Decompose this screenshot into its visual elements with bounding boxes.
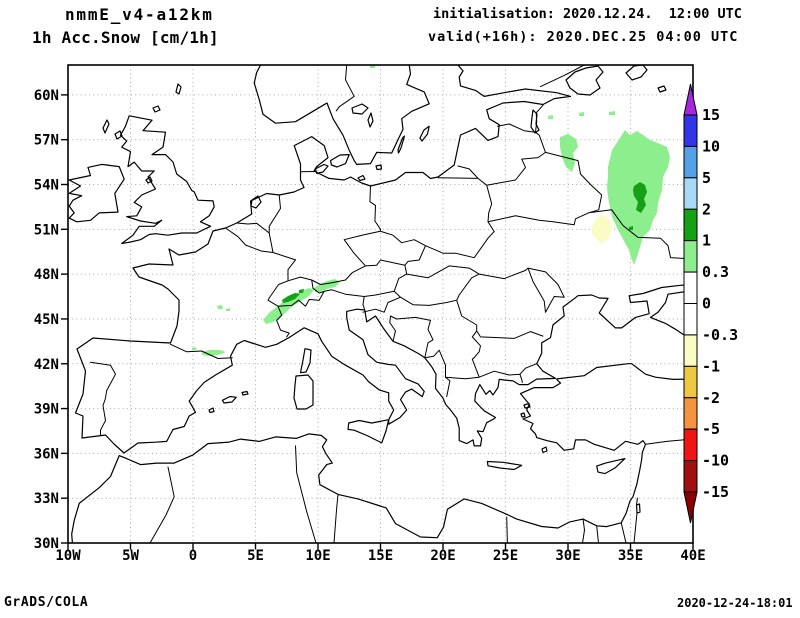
lat-tick-label: 54N: [34, 178, 59, 194]
colorbar-label: 1: [702, 232, 711, 250]
lon-tick-label: 0: [189, 548, 197, 564]
colorbar-segment: [683, 334, 698, 367]
colorbar-segment: [683, 208, 698, 242]
snow-shading: [192, 65, 670, 356]
lat-tick-label: 51N: [34, 222, 59, 238]
colorbar-segment: [683, 240, 698, 273]
colorbar-label: 0.3: [702, 263, 729, 281]
colorbar-label: 15: [702, 106, 720, 124]
lon-tick-label: 40E: [680, 548, 705, 564]
snow-patch-pyrenees: [202, 350, 226, 356]
colorbar-segment: [683, 271, 698, 305]
colorbar-label: 5: [702, 169, 711, 187]
colorbar-label: 0: [702, 295, 711, 313]
lon-tick-label: 5W: [122, 548, 139, 564]
snow-patch-massif-speck-1: [217, 305, 223, 309]
snow-patch-russia-core: [633, 182, 647, 213]
lon-tick-label: 5E: [247, 548, 264, 564]
lon-tick-label: 20E: [430, 548, 455, 564]
colorbar-label: -15: [702, 483, 729, 501]
snow-patch-alps-core: [282, 293, 300, 303]
lon-tick-label: 10E: [305, 548, 330, 564]
snow-patch-pyrenees-west-speck: [192, 347, 196, 350]
initialisation-time: initialisation: 2020.12.24. 12:00 UTC: [433, 6, 742, 22]
colorbar-segment: [683, 177, 698, 210]
colorbar-under-arrow: [683, 491, 698, 524]
colorbar-label: -1: [702, 357, 720, 375]
plot-title-line2: 1h Acc.Snow [cm/1h]: [32, 28, 219, 47]
snow-patch-ukraine-negative: [592, 215, 612, 243]
colorbar-segment: [683, 145, 698, 179]
colorbar-segment: [683, 397, 698, 430]
colorbar-over-arrow: [683, 83, 698, 116]
valid-time: valid(+16h): 2020.DEC.25 04:00 UTC: [428, 29, 739, 45]
lat-tick-label: 42N: [34, 357, 59, 373]
creation-timestamp: 2020-12-24-18:01: [677, 596, 793, 610]
lat-tick-label: 45N: [34, 312, 59, 328]
lat-tick-label: 48N: [34, 267, 59, 283]
colorbar-label: -2: [702, 389, 720, 407]
lat-tick-label: 39N: [34, 402, 59, 418]
snow-patch-massif-speck-2: [226, 308, 230, 311]
colorbar-label: -5: [702, 420, 720, 438]
plot-title-line1: nmmE_v4-a12km: [65, 5, 214, 24]
snow-patch-russia-core-speck: [629, 226, 633, 230]
geography: [68, 64, 694, 544]
snow-patch-alps-core-speck: [299, 289, 304, 293]
colorbar-segment: [683, 303, 698, 336]
colorbar-label: -0.3: [702, 326, 738, 344]
lat-tick-label: 57N: [34, 133, 59, 149]
snow-patch-belarus-west: [560, 134, 578, 172]
colorbar-segment: [683, 460, 698, 493]
snow-patch-north-speck-1: [548, 115, 553, 119]
colorbar-segment: [683, 114, 698, 147]
snow-patch-north-speck-3: [609, 111, 615, 115]
lon-tick-label: 30E: [555, 548, 580, 564]
country-borders: [90, 64, 694, 544]
lon-tick-label: 15E: [368, 548, 393, 564]
snow-patch-north-speck-2: [579, 112, 584, 116]
grads-credit: GrADS/COLA: [4, 595, 89, 610]
colorbar-label: 10: [702, 137, 720, 155]
colorbar-label: -10: [702, 452, 729, 470]
lon-tick-label: 10W: [55, 548, 81, 564]
coastlines: [68, 64, 694, 544]
lon-tick-label: 35E: [618, 548, 643, 564]
colorbar-segment: [683, 365, 698, 399]
snow-patch-alps-northeast: [314, 279, 340, 292]
colorbar: 15 10 5 2 1 0.3 0 -0.3 -1 -2 -5 -10 -15: [683, 83, 738, 524]
lat-tick-label: 30N: [34, 536, 59, 552]
graticule: [68, 65, 693, 543]
lon-tick-label: 25E: [493, 548, 518, 564]
lat-tick-label: 36N: [34, 446, 59, 462]
colorbar-segment: [683, 428, 698, 462]
colorbar-label: 2: [702, 200, 711, 218]
axes: 10W 5W 0 5E 10E 15E 20E 25E 30E 35E 40E 60N 57N 54N 51…: [34, 88, 706, 564]
lat-tick-label: 33N: [34, 491, 59, 507]
lat-tick-label: 60N: [34, 88, 59, 104]
